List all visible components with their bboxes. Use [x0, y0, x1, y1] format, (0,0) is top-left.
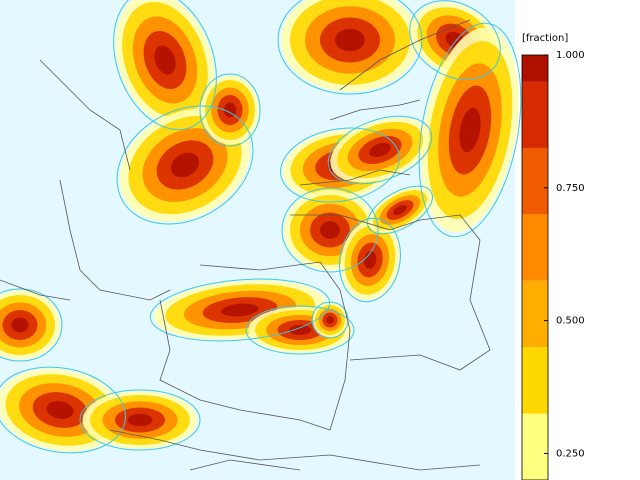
coastline	[116, 105, 254, 225]
coastline	[409, 0, 501, 80]
land-fraction-patch	[459, 107, 481, 153]
colorbar-tick-label: 0.750	[556, 183, 585, 194]
colorbar-band	[522, 413, 548, 480]
land-fraction-patch	[154, 45, 176, 75]
border	[109, 429, 481, 471]
coastline	[311, 301, 349, 339]
border	[59, 179, 171, 301]
border	[339, 19, 471, 91]
land-fraction-patch	[221, 303, 259, 317]
colorbar-band	[522, 81, 548, 148]
colorbar-tick-label: 0.500	[556, 316, 585, 327]
border	[199, 261, 351, 431]
land-fraction-patch	[11, 317, 29, 333]
land-fraction-patch	[393, 205, 407, 215]
colorbar-band	[522, 214, 548, 281]
country-borders	[0, 19, 491, 471]
colorbar: [fraction] 1.000 0.750 0.500 0.250	[521, 33, 585, 480]
coastline	[113, 0, 217, 131]
coastline	[280, 127, 400, 203]
border	[329, 99, 421, 121]
border	[290, 214, 491, 371]
coastline	[327, 115, 433, 185]
border	[159, 299, 331, 431]
colorbar-label: [fraction]	[522, 33, 568, 44]
coastline	[0, 288, 63, 362]
colorbar-tick-label: 0.250	[556, 448, 585, 459]
land-fraction-patch	[326, 316, 334, 324]
land-fraction-patch	[369, 142, 391, 158]
border	[0, 279, 71, 301]
border	[299, 169, 411, 186]
coastline	[199, 73, 261, 147]
coastline	[277, 0, 423, 95]
land-fraction-patch	[46, 401, 74, 419]
land-fraction-patch	[335, 28, 365, 52]
colorbar-band	[522, 55, 548, 82]
coastline	[367, 185, 433, 235]
coastline	[0, 366, 126, 454]
colorbar-tick-label: 1.000	[556, 50, 585, 61]
border	[189, 459, 301, 471]
land-fraction-patch	[170, 152, 200, 178]
coastline	[339, 217, 401, 303]
coastline	[245, 305, 355, 355]
land-fraction-patch	[288, 325, 312, 335]
colorbar-band	[522, 147, 548, 215]
coastline	[79, 389, 201, 451]
map-layer	[0, 0, 522, 454]
land-fraction-patch	[127, 413, 153, 427]
border	[39, 59, 131, 171]
colorbar-band	[522, 280, 548, 348]
land-fraction-patch	[363, 251, 377, 269]
colorbar-frame	[521, 54, 549, 480]
land-fraction-patch	[320, 221, 340, 239]
colorbar-band	[522, 347, 548, 414]
coastline	[281, 187, 379, 273]
